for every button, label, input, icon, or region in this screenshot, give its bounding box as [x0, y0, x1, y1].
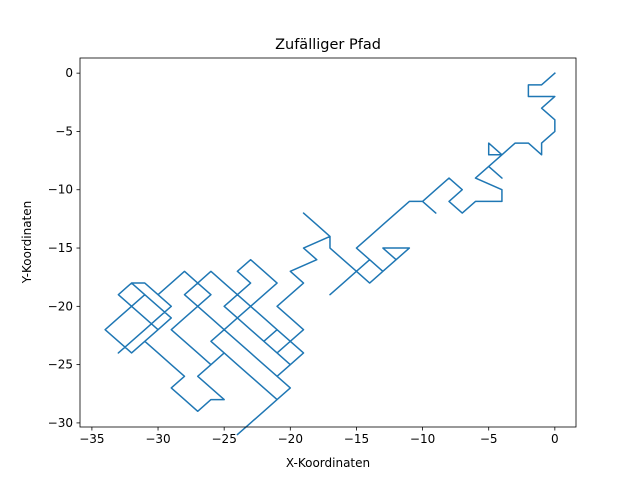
y-tick-label: −20 [48, 299, 73, 313]
x-tick-label: −30 [145, 432, 170, 446]
plot-frame [79, 57, 577, 428]
y-tick-label: −10 [48, 183, 73, 197]
y-axis-ticks: 0 −5 −10 −15 −20 −25 −30 [48, 66, 80, 430]
y-tick-label: −5 [55, 124, 73, 138]
y-tick-label: −15 [48, 241, 73, 255]
series-layer [104, 72, 556, 436]
series-line-0 [104, 72, 556, 436]
x-tick-label: −10 [410, 432, 435, 446]
plot-area [80, 58, 576, 427]
y-tick-label: −30 [48, 416, 73, 430]
x-axis-ticks: −35 −30 −25 −20 −15 −10 −5 0 [79, 427, 559, 446]
x-tick-label: −35 [79, 432, 104, 446]
x-tick-label: −20 [278, 432, 303, 446]
y-tick-label: 0 [65, 66, 73, 80]
x-tick-label: 0 [551, 432, 559, 446]
y-tick-label: −25 [48, 358, 73, 372]
x-tick-label: −15 [344, 432, 369, 446]
x-tick-label: −5 [480, 432, 498, 446]
y-axis-label: Y-Koordinaten [20, 201, 34, 285]
x-tick-label: −25 [212, 432, 237, 446]
chart-title: Zufälliger Pfad [275, 37, 381, 53]
x-axis-label: X-Koordinaten [286, 456, 370, 470]
